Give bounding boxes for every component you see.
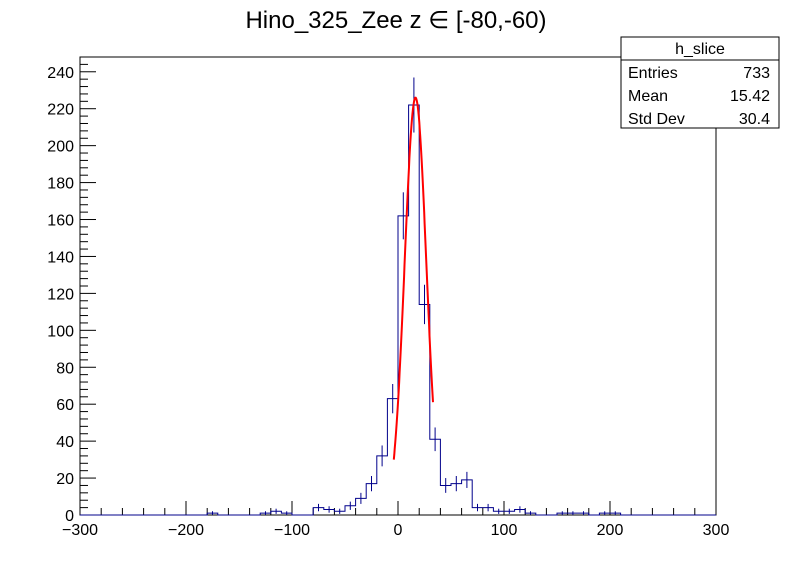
x-tick-label: 200 (597, 522, 624, 539)
y-tick-label: 60 (56, 397, 74, 414)
x-tick-label: −100 (274, 522, 310, 539)
x-tick-label: 100 (491, 522, 518, 539)
y-tick-label: 160 (47, 213, 74, 230)
y-tick-label: 220 (47, 102, 74, 119)
chart-title: Hino_325_Zee z ∈ [-80,-60) (245, 7, 546, 34)
stats-box: h_slice Entries 733 Mean 15.42 Std Dev 3… (620, 36, 780, 129)
histogram-outline (80, 104, 716, 516)
y-tick-label: 240 (47, 65, 74, 82)
stats-box-frame (620, 36, 780, 129)
histogram-bar (419, 304, 430, 515)
x-tick-label: −200 (168, 522, 204, 539)
y-tick-label: 140 (47, 249, 74, 266)
y-tick-label: 100 (47, 323, 74, 340)
stats-stddev-value: 30.4 (739, 111, 770, 128)
y-tick-label: 80 (56, 360, 74, 377)
y-tick-label: 0 (65, 508, 74, 525)
x-axis: −300 −200 −100 0 100 200 300 (62, 501, 729, 539)
y-tick-label: 20 (56, 471, 74, 488)
y-tick-label: 40 (56, 434, 74, 451)
stats-mean-value: 15.42 (730, 88, 770, 105)
stats-entries-value: 733 (743, 65, 770, 82)
stats-entries-label: Entries (628, 65, 678, 82)
x-tick-label: 300 (703, 522, 730, 539)
error-bars (212, 77, 616, 515)
x-tick-label: 0 (394, 522, 403, 539)
y-tick-label: 200 (47, 139, 74, 156)
y-axis: 0 20 40 60 80 100 120 140 160 180 200 220 240 (47, 56, 96, 525)
histogram-bars (207, 105, 620, 515)
stats-stddev-label: Std Dev (628, 111, 685, 128)
x-tick-label: −300 (62, 522, 98, 539)
stats-mean-label: Mean (628, 88, 668, 105)
gaussian-fit-curve (392, 96, 434, 460)
y-tick-label: 120 (47, 286, 74, 303)
y-tick-label: 180 (47, 176, 74, 193)
histogram-bar (409, 105, 420, 515)
stats-box-title: h_slice (675, 41, 725, 58)
